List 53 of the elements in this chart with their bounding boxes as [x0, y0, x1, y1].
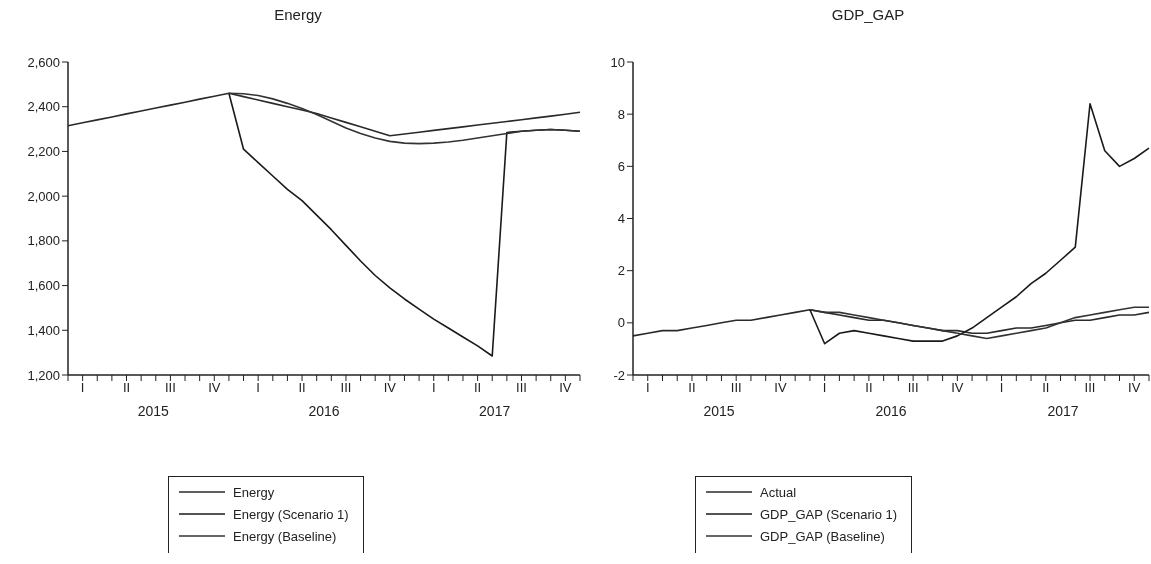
x-tick-label: II [688, 380, 696, 396]
x-tick-label: II [298, 380, 306, 396]
x-tick-label: IV [774, 380, 787, 396]
y-tick-label: 2,600 [27, 54, 60, 70]
text: 2016 [874, 403, 908, 419]
x-tick-label: I [645, 380, 650, 396]
x-tick-label: III [1084, 380, 1096, 396]
x-tick-label: IV [559, 380, 572, 396]
legend-label: Energy (Scenario 1) [233, 506, 349, 522]
text: 2017 [1046, 403, 1080, 419]
y-tick-label: -2 [613, 367, 625, 383]
x-tick-label: III [516, 380, 527, 396]
y-tick-label: 8 [617, 106, 625, 122]
text: 2015 [702, 403, 736, 419]
x-tick-label: III [340, 380, 352, 396]
y-tick-label: 1,200 [27, 367, 60, 383]
y-tick-label: 2,400 [27, 99, 60, 115]
x-tick-label: II [1042, 380, 1050, 396]
x-tick-label: IV [208, 380, 221, 396]
x-tick-label: IV [383, 380, 397, 396]
y-tick-label: 0 [617, 315, 625, 331]
x-tick-label: I [256, 380, 260, 396]
y-tick-label: 1,800 [27, 233, 60, 249]
x-tick-label: I [999, 380, 1004, 396]
x-tick-label: III [907, 380, 919, 396]
x-tick-label: I [822, 380, 827, 396]
legend-label: Energy [233, 484, 275, 500]
legend-label: GDP_GAP (Baseline) [760, 528, 885, 544]
text: 2017 [478, 403, 512, 419]
x-tick-label: III [164, 380, 176, 396]
x-tick-label: II [473, 380, 482, 396]
y-tick-label: 6 [617, 158, 625, 174]
x-tick-label: I [80, 380, 85, 396]
y-tick-label: 10 [610, 54, 625, 70]
text: 2016 [307, 403, 341, 419]
y-tick-label: 1,400 [27, 322, 60, 338]
x-tick-label: III [730, 380, 742, 396]
chart-title: GDP_GAP [830, 6, 906, 23]
y-tick-label: 2,200 [27, 144, 60, 160]
text: 2015 [136, 403, 170, 419]
legend-label: Actual [760, 484, 797, 500]
chart-title: Energy [273, 6, 323, 23]
x-tick-label: IV [1128, 380, 1141, 396]
legend-label: GDP_GAP (Scenario 1) [760, 506, 898, 522]
x-tick-label: II [122, 380, 131, 396]
x-tick-label: IV [951, 380, 964, 396]
y-tick-label: 2,000 [27, 188, 60, 204]
y-tick-label: 4 [617, 211, 625, 227]
legend-label: Energy (Baseline) [233, 528, 337, 544]
x-tick-label: I [431, 380, 436, 396]
y-tick-label: 1,600 [27, 278, 60, 294]
x-tick-label: II [865, 380, 873, 396]
y-tick-label: 2 [617, 263, 625, 279]
